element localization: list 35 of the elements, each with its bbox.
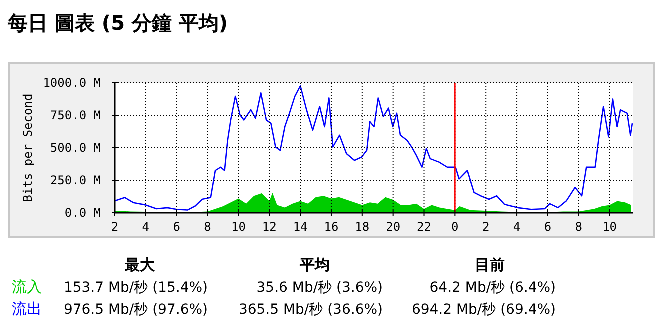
- x-tick-label: 14: [293, 220, 308, 234]
- text: 153.7 Mb/秒 (15.4%): [64, 280, 208, 296]
- x-tick-label: 2: [111, 220, 119, 234]
- x-tick-label: 18: [355, 220, 370, 234]
- y-tick-label: 1000.0 M: [43, 76, 101, 90]
- x-tick-label: 10: [231, 220, 246, 234]
- x-tick-label: 4: [513, 220, 521, 234]
- x-tick-label: 6: [544, 220, 552, 234]
- y-tick-label: 500.0 M: [50, 141, 101, 155]
- x-tick-label: 4: [142, 220, 150, 234]
- text: 694.2 Mb/秒 (69.4%): [412, 302, 556, 318]
- x-tick-label: 8: [575, 220, 582, 234]
- x-tick-label: 0: [452, 220, 459, 234]
- text: 35.6 Mb/秒 (3.6%): [256, 280, 383, 296]
- x-tick-label: 20: [386, 220, 401, 234]
- y-axis-title: Bits per Second: [21, 94, 35, 202]
- x-tick-label: 10: [602, 220, 618, 234]
- text: 平均: [299, 256, 330, 274]
- text: 目前: [475, 256, 505, 274]
- text: 最大: [124, 256, 156, 274]
- text: 365.5 Mb/秒 (36.6%): [238, 302, 383, 318]
- x-tick-label: 2: [482, 220, 490, 234]
- x-tick-label: 12: [262, 220, 277, 234]
- y-tick-label: 0.0 M: [64, 206, 101, 220]
- x-tick-label: 16: [324, 220, 339, 234]
- chart-title: 每日 圖表 (5 分鐘 平均): [7, 11, 228, 35]
- x-tick-label: 8: [204, 220, 212, 234]
- text: 流入: [12, 278, 42, 296]
- y-tick-label: 250.0 M: [50, 174, 101, 188]
- x-tick-label: 22: [417, 220, 432, 234]
- text: 流出: [12, 300, 42, 318]
- text: 976.5 Mb/秒 (97.6%): [64, 302, 208, 318]
- x-tick-label: 6: [173, 220, 180, 234]
- y-tick-label: 750.0 M: [50, 108, 101, 122]
- text: 64.2 Mb/秒 (6.4%): [430, 280, 556, 296]
